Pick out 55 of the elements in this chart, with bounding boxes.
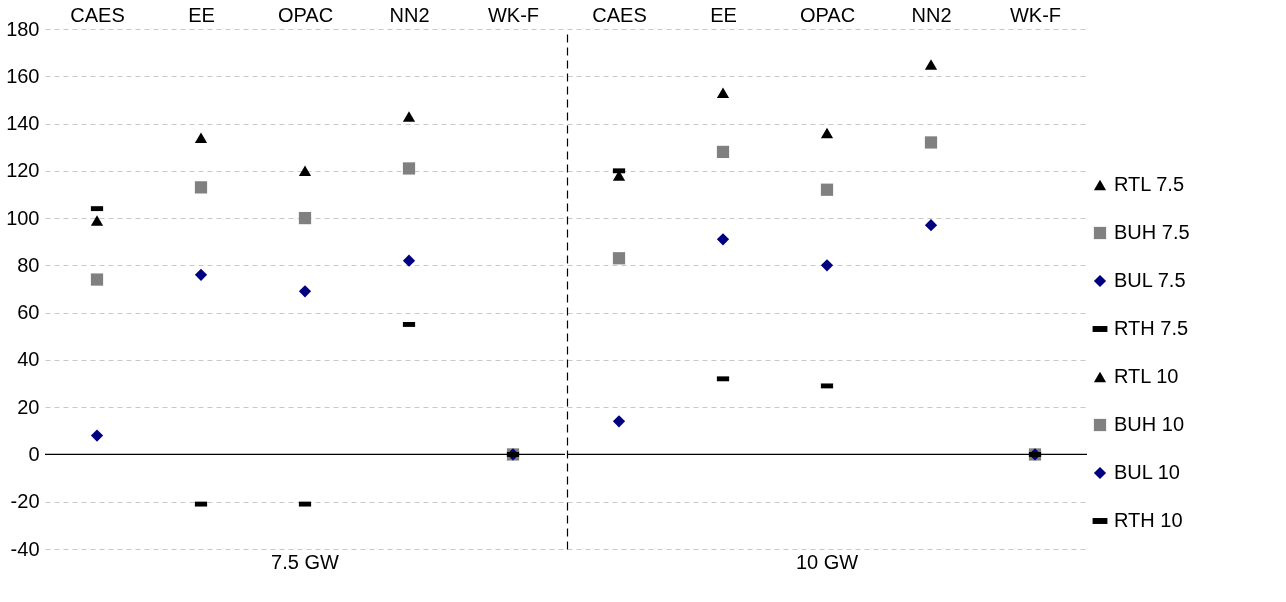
x-tick-label: OPAC [799,3,856,26]
point [924,219,938,232]
point [194,181,208,194]
y-tick-label: 100 [6,206,40,229]
y-tick-label: 160 [6,64,40,87]
legend-label: RTL 7.5 [1114,173,1185,195]
legend-label: BUL 7.5 [1114,269,1186,291]
x-axis-title: 7.5 GW [271,551,340,573]
y-tick-label: 140 [6,112,40,135]
y-tick-label: 80 [17,253,40,276]
point [924,59,938,70]
y-tick-label: -40 [10,537,40,560]
y-tick-label: 60 [17,301,40,324]
y-tick-label: 40 [17,348,40,371]
y-tick-label: 0 [28,442,40,465]
x-axis-title: 10 GW [795,551,859,573]
point [90,429,104,442]
point [612,252,626,265]
point [90,215,104,226]
point [194,132,208,144]
point [820,183,834,196]
legend-label: RTH 10 [1114,509,1183,531]
x-tick-label: WK-F [1009,3,1062,26]
point [716,233,730,246]
point [820,259,834,272]
legend-label: RTH 7.5 [1114,317,1189,339]
text: BUH 10 [1114,413,1185,435]
point [924,136,938,149]
point [820,127,834,139]
x-tick-label: EE [188,3,215,26]
point [194,268,208,281]
legend-label: BUH 7.5 [1114,221,1190,243]
point [90,273,104,286]
y-tick-label: 180 [6,17,40,40]
point [612,415,626,428]
x-tick-label: EE [710,3,737,26]
x-tick-label: WK-F [487,3,540,26]
y-tick-label: -20 [10,490,40,513]
x-tick-label: CAES [70,3,125,26]
point [298,285,312,298]
legend-label: RTL 10 [1114,365,1179,387]
point [402,111,416,122]
point [716,87,730,99]
y-tick-label: 120 [6,159,40,182]
point [298,211,312,225]
point [402,254,416,267]
point [298,165,312,177]
x-tick-label: CAES [592,3,647,26]
x-tick-label: OPAC [277,3,334,26]
legend-label: BUL 10 [1114,461,1180,483]
point [402,162,416,175]
y-tick-label: 20 [17,395,40,418]
x-tick-label: NN2 [911,3,952,26]
point [716,145,730,159]
x-tick-label: NN2 [389,3,430,26]
